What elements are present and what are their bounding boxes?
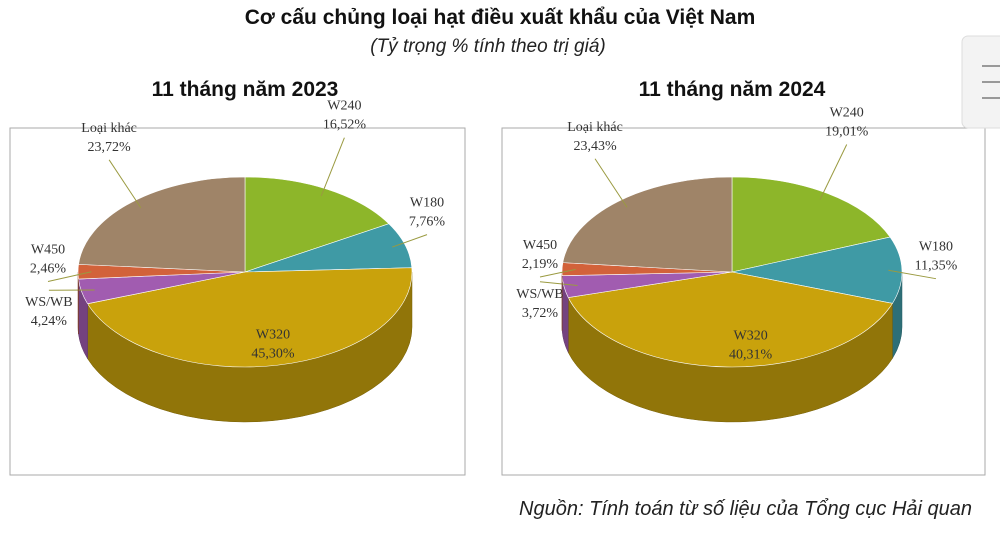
slice-top bbox=[244, 176, 390, 273]
pie-slice bbox=[78, 271, 246, 360]
leader-line bbox=[47, 271, 92, 282]
slice-label: Loại khác bbox=[567, 120, 623, 135]
slice-value-label: 2,19% bbox=[522, 257, 559, 272]
slice-top bbox=[567, 271, 893, 368]
slice-label: W180 bbox=[410, 196, 444, 211]
slice-label: W240 bbox=[327, 99, 361, 114]
slice-value-label: 19,01% bbox=[825, 125, 869, 140]
slice-label: W450 bbox=[31, 242, 65, 257]
slice-value-label: 11,35% bbox=[915, 259, 958, 274]
slice-label: W320 bbox=[734, 328, 768, 343]
slice-label: Loại khác bbox=[81, 121, 137, 136]
chart-subtitle: (Tỷ trọng % tính theo trị giá) bbox=[370, 36, 606, 57]
leader-line bbox=[392, 234, 428, 248]
pie-slice bbox=[78, 176, 246, 273]
leader-line bbox=[539, 268, 576, 278]
chart-frame bbox=[9, 127, 466, 476]
leader-line bbox=[539, 281, 578, 287]
leader-line bbox=[888, 269, 937, 280]
slice-value-label: 16,52% bbox=[323, 118, 367, 133]
slice-label: W320 bbox=[256, 328, 290, 343]
leader-line bbox=[320, 137, 345, 197]
chart-frame bbox=[501, 127, 986, 476]
menu-button[interactable] bbox=[961, 35, 1000, 129]
slice-label: WS/WB bbox=[516, 287, 563, 302]
slice-label: WS/WB bbox=[25, 295, 72, 310]
pie-title: 11 tháng năm 2024 bbox=[639, 78, 826, 101]
slice-top bbox=[731, 236, 903, 304]
pie-slice bbox=[87, 267, 413, 423]
slice-label: W240 bbox=[830, 106, 864, 121]
slice-value-label: 40,31% bbox=[729, 347, 773, 362]
slice-value-label: 2,46% bbox=[30, 261, 67, 276]
slice-top bbox=[78, 176, 246, 273]
source-note: Nguồn: Tính toán từ số liệu của Tổng cục… bbox=[519, 498, 972, 520]
menu-button-bg[interactable] bbox=[961, 35, 1000, 129]
pie-title: 11 tháng năm 2023 bbox=[152, 78, 339, 101]
pie-slice bbox=[562, 176, 733, 273]
slice-value-label: 7,76% bbox=[409, 215, 446, 230]
slice-value-label: 23,72% bbox=[88, 140, 132, 155]
leader-line bbox=[108, 159, 142, 209]
slice-value-label: 45,30% bbox=[251, 347, 295, 362]
pie-slice bbox=[731, 176, 891, 273]
slice-value-label: 23,43% bbox=[573, 139, 617, 154]
leader-line bbox=[819, 144, 848, 200]
slice-label: W450 bbox=[523, 238, 557, 253]
slice-value-label: 4,24% bbox=[31, 314, 68, 329]
pie-slice bbox=[244, 176, 390, 273]
slice-top bbox=[731, 176, 891, 273]
chart-title: Cơ cấu chủng loại hạt điều xuất khẩu của… bbox=[245, 6, 756, 29]
slice-value-label: 3,72% bbox=[522, 306, 559, 321]
slice-label: W180 bbox=[919, 240, 953, 255]
pie-slice bbox=[567, 271, 893, 423]
slice-top bbox=[87, 267, 413, 368]
slice-top bbox=[562, 176, 733, 273]
leader-line bbox=[594, 158, 628, 208]
